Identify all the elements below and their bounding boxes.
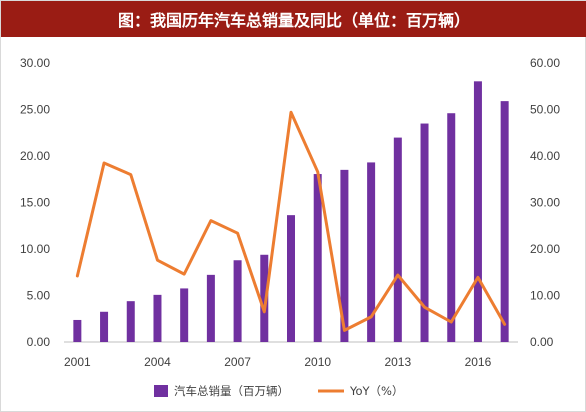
y-right-tick-label: 20.00 <box>530 242 560 256</box>
bar-2007 <box>233 260 242 342</box>
y-left-tick-label: 20.00 <box>20 149 50 163</box>
y-right-tick-label: 60.00 <box>530 56 560 70</box>
bar-2010 <box>313 174 322 342</box>
bar-2006 <box>206 274 215 342</box>
x-tick-label: 2010 <box>304 355 331 369</box>
y-right-tick-label: 50.00 <box>530 103 560 117</box>
x-tick-label: 2016 <box>465 355 492 369</box>
y-right-tick-label: 40.00 <box>530 149 560 163</box>
bar-2013 <box>393 137 402 342</box>
x-tick-label: 2001 <box>64 355 91 369</box>
y-left-tick-label: 25.00 <box>20 103 50 117</box>
bar-2014 <box>420 123 429 342</box>
bar-2005 <box>180 288 189 342</box>
x-tick-label: 2004 <box>144 355 171 369</box>
y-left-tick-label: 5.00 <box>27 289 51 303</box>
bar-2017 <box>500 101 509 342</box>
bar-2011 <box>340 169 349 342</box>
legend-swatch-sales <box>154 385 168 397</box>
y-left-tick-label: 0.00 <box>27 335 51 349</box>
bar-2009 <box>287 215 295 342</box>
bar-2004 <box>153 294 162 342</box>
y-left-tick-label: 30.00 <box>20 56 50 70</box>
x-tick-label: 2007 <box>224 355 251 369</box>
y-right-tick-label: 30.00 <box>530 196 560 210</box>
y-left-tick-label: 10.00 <box>20 242 50 256</box>
bar-2016 <box>473 81 482 342</box>
bar-2008 <box>260 254 269 342</box>
bar-2015 <box>447 113 456 342</box>
bar-2002 <box>100 311 109 342</box>
y-right-tick-label: 0.00 <box>530 335 554 349</box>
x-tick-label: 2013 <box>384 355 411 369</box>
y-right-tick-label: 10.00 <box>530 289 560 303</box>
legend-label-yoy: YoY（%） <box>349 384 404 398</box>
bar-2001 <box>73 319 82 342</box>
y-left-tick-label: 15.00 <box>20 196 50 210</box>
bar-2012 <box>367 162 376 342</box>
bar-2003 <box>126 301 135 342</box>
chart-title-bar: 图：我国历年汽车总销量及同比（单位：百万辆） <box>1 1 586 37</box>
legend-label-sales: 汽车总销量（百万辆） <box>174 384 289 398</box>
chart-title: 图：我国历年汽车总销量及同比（单位：百万辆） <box>117 11 470 30</box>
